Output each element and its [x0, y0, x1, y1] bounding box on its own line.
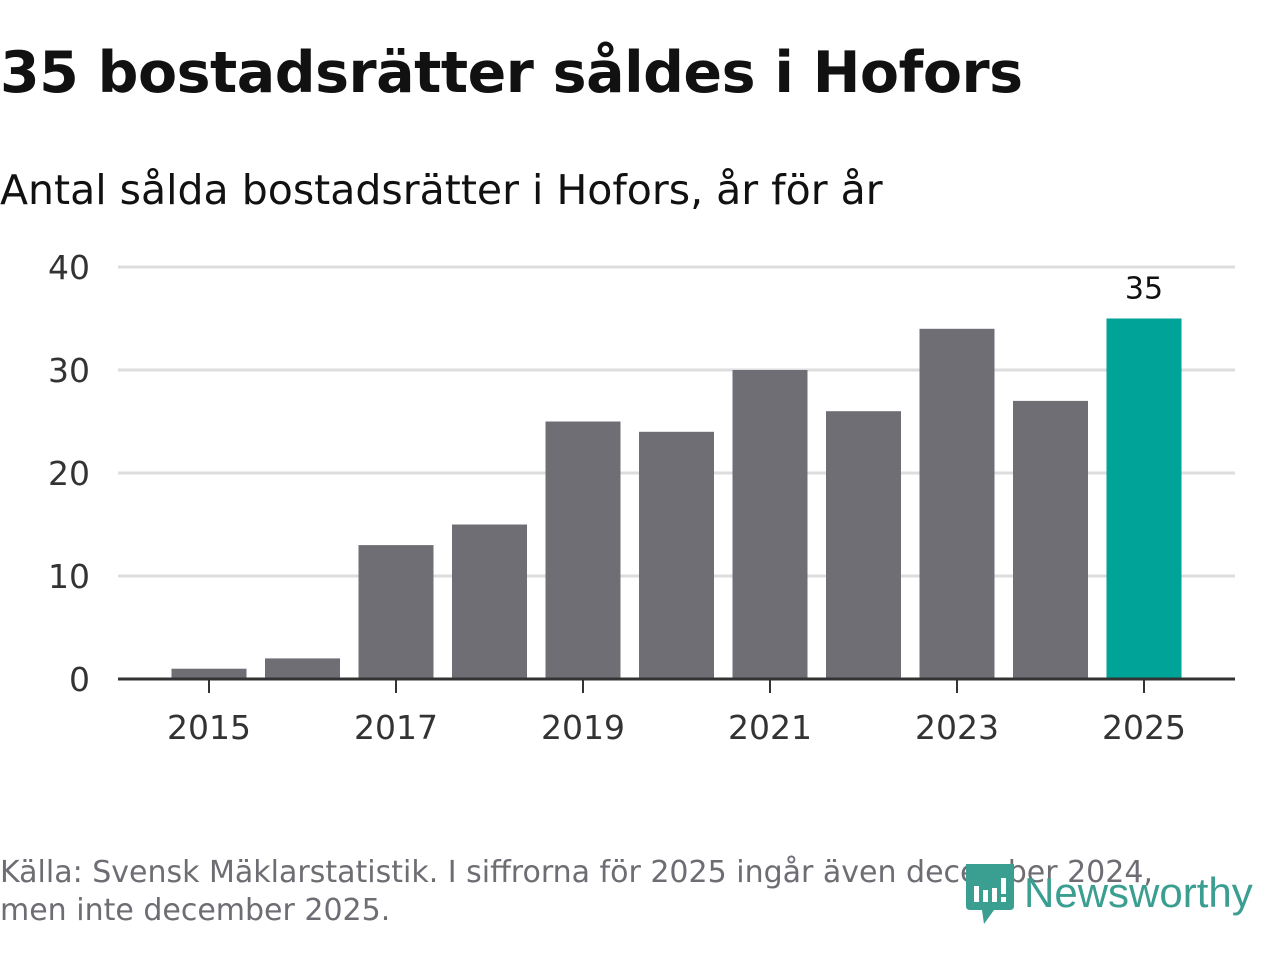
chart-subtitle: Antal sålda bostadsrätter i Hofors, år f… — [0, 166, 883, 214]
bar-2015 — [171, 668, 247, 679]
source-line-1: Källa: Svensk Mäklarstatistik. I siffror… — [0, 855, 1153, 890]
bar-chart: 0 10 20 30 40 35 2015 2017 2019 2021 2023 2025 — [48, 248, 1235, 747]
y-tick-label: 0 — [69, 660, 90, 699]
y-tick-label: 30 — [48, 351, 90, 390]
x-tick-label: 2015 — [167, 708, 251, 747]
y-tick-label: 20 — [48, 454, 90, 493]
x-tick-label: 2025 — [1102, 708, 1186, 747]
x-tick-label: 2023 — [915, 708, 999, 747]
logo-icon — [966, 864, 1014, 924]
y-tick-label: 40 — [48, 248, 90, 287]
source-note: Källa: Svensk Mäklarstatistik. I siffror… — [0, 854, 1153, 930]
y-tick-label: 10 — [48, 557, 90, 596]
bar-2021 — [732, 370, 808, 679]
bar-2022 — [826, 411, 901, 679]
bar-2024 — [1013, 400, 1088, 679]
bar-2025 — [1106, 318, 1182, 679]
data-label: 35 — [1125, 272, 1163, 307]
bar-2020 — [639, 431, 714, 679]
bar-2023 — [919, 328, 995, 679]
bar-2016 — [265, 658, 340, 679]
chart-title: 35 bostadsrätter såldes i Hofors — [0, 40, 1023, 106]
bar-2017 — [358, 545, 434, 679]
x-tick-label: 2017 — [354, 708, 438, 747]
source-line-2: men inte december 2025. — [0, 893, 391, 928]
logo-text: Newsworthy — [1024, 869, 1253, 916]
newsworthy-logo: Newsworthy — [964, 860, 1253, 926]
bar-2019 — [545, 421, 621, 679]
x-tick-label: 2019 — [541, 708, 625, 747]
bar-2018 — [452, 524, 527, 679]
x-tick-label: 2021 — [728, 708, 812, 747]
